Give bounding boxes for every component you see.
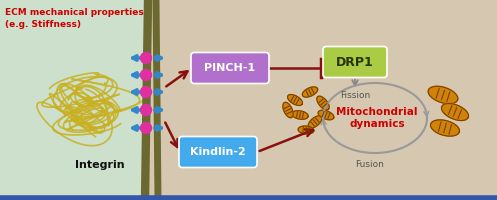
Text: Mitochondrial
dynamics: Mitochondrial dynamics — [336, 107, 418, 129]
Polygon shape — [317, 96, 329, 110]
Polygon shape — [441, 103, 469, 121]
Circle shape — [141, 104, 152, 116]
Polygon shape — [292, 111, 308, 119]
Circle shape — [141, 122, 152, 134]
Text: Fusion: Fusion — [355, 160, 385, 169]
Polygon shape — [318, 110, 334, 120]
Polygon shape — [428, 86, 458, 104]
FancyBboxPatch shape — [191, 52, 269, 84]
Text: Fission: Fission — [340, 92, 370, 100]
FancyBboxPatch shape — [179, 136, 257, 168]
FancyBboxPatch shape — [323, 46, 387, 77]
Polygon shape — [283, 102, 293, 118]
Text: Kindlin-2: Kindlin-2 — [190, 147, 246, 157]
Circle shape — [141, 70, 152, 80]
Text: Integrin: Integrin — [75, 160, 125, 170]
Bar — [148, 0, 497, 200]
Polygon shape — [302, 87, 318, 97]
Circle shape — [141, 52, 152, 64]
Text: ECM mechanical properties
(e.g. Stiffness): ECM mechanical properties (e.g. Stiffnes… — [5, 8, 144, 29]
Polygon shape — [288, 95, 303, 105]
Polygon shape — [430, 120, 459, 136]
Polygon shape — [298, 126, 314, 134]
Text: PINCH-1: PINCH-1 — [204, 63, 255, 73]
Text: DRP1: DRP1 — [336, 55, 374, 68]
Bar — [0, 0, 148, 200]
Circle shape — [141, 86, 152, 98]
Polygon shape — [308, 116, 322, 128]
